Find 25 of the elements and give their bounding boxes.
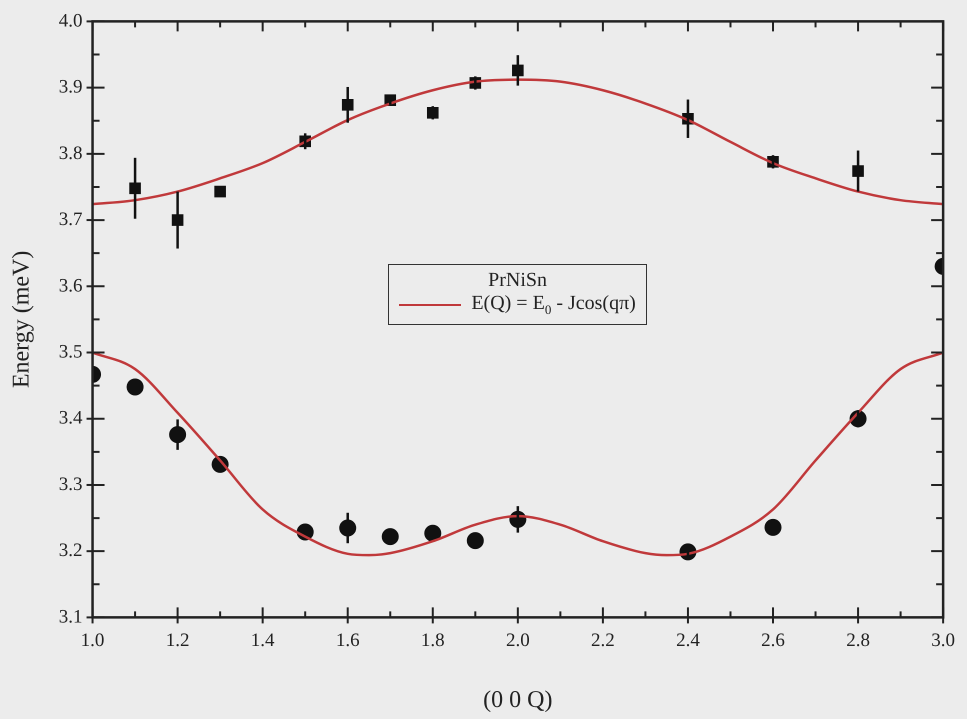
y-tick-label: 3.8 bbox=[58, 142, 83, 164]
y-tick-label: 3.3 bbox=[58, 474, 83, 495]
x-tick-label: 2.6 bbox=[761, 630, 785, 651]
y-tick-label: 3.4 bbox=[58, 408, 84, 429]
y-tick-label: 3.7 bbox=[58, 209, 83, 230]
y-tick-label: 3.2 bbox=[58, 540, 83, 562]
legend-title: PrNiSn bbox=[487, 268, 548, 292]
y-tick-label: 3.9 bbox=[58, 76, 83, 98]
legend-label: E(Q) = E$_{0}$ - Jcos(qπ) bbox=[471, 292, 636, 318]
x-tick-label: 3.0 bbox=[931, 630, 955, 651]
y-tick-label: 3.1 bbox=[58, 606, 83, 628]
y-axis-title: Energy (meV) bbox=[8, 250, 35, 388]
x-tick-label: 1.2 bbox=[166, 630, 190, 651]
x-tick-label: 2.8 bbox=[846, 630, 870, 651]
x-tick-label: 2.0 bbox=[506, 630, 530, 651]
x-tick-label: 1.6 bbox=[336, 630, 360, 651]
y-tick-label: 3.5 bbox=[58, 341, 83, 362]
x-axis-title: (0 0 Q) bbox=[483, 686, 552, 713]
x-tick-label: 1.8 bbox=[420, 630, 445, 651]
x-tick-label: 1.0 bbox=[80, 630, 104, 651]
y-tick-label: 4.0 bbox=[58, 10, 83, 32]
x-tick-label: 2.4 bbox=[676, 630, 700, 651]
y-tick-label: 3.6 bbox=[58, 275, 83, 296]
x-tick-label: 2.2 bbox=[591, 630, 615, 651]
x-tick-label: 1.4 bbox=[250, 630, 276, 651]
